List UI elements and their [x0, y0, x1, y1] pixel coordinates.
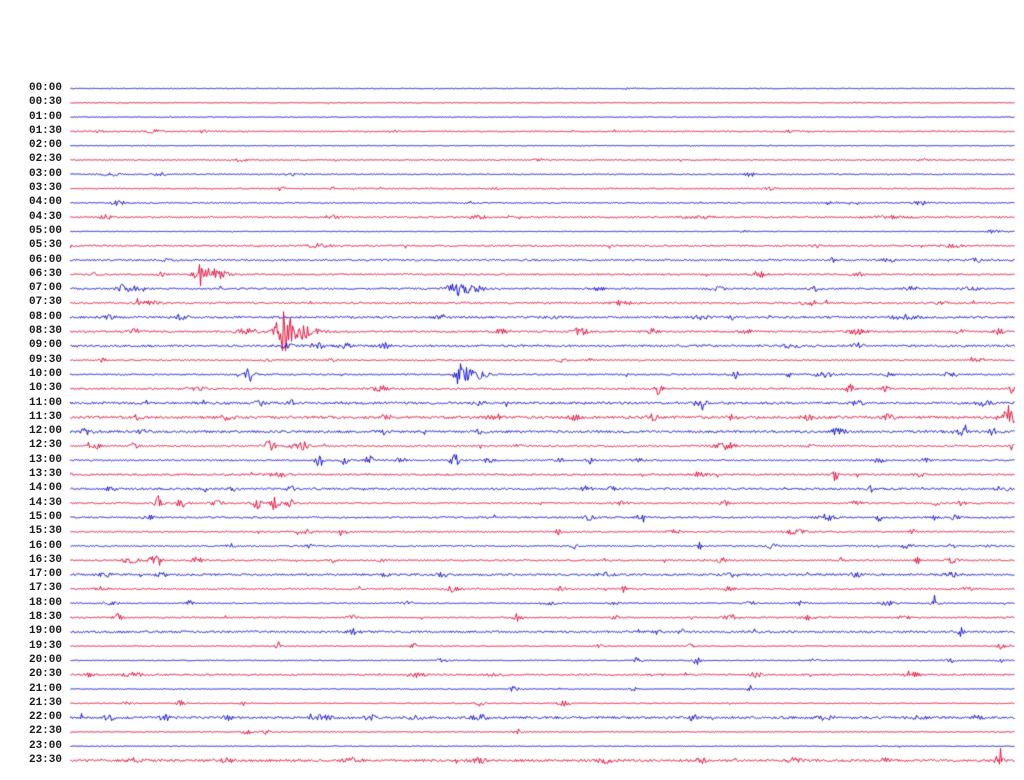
time-label: 00:00: [28, 82, 62, 94]
time-label: 22:30: [28, 725, 62, 738]
time-label: 07:00: [28, 282, 62, 295]
time-label: 14:30: [28, 496, 62, 509]
time-label: 12:30: [28, 439, 62, 452]
time-label: 08:00: [28, 310, 62, 323]
time-label: 23:30: [28, 754, 62, 766]
time-label: 21:00: [28, 682, 62, 695]
time-label: 10:30: [28, 382, 62, 395]
time-label: 07:30: [28, 296, 62, 309]
time-label: 20:30: [28, 668, 62, 681]
time-label: 15:30: [28, 525, 62, 538]
time-label: 09:00: [28, 339, 62, 352]
time-label: 12:00: [28, 425, 62, 438]
time-label: 17:30: [28, 582, 62, 595]
time-label: 22:00: [28, 711, 62, 724]
time-label: 17:00: [28, 568, 62, 581]
time-label: 18:30: [28, 611, 62, 624]
time-label: 13:30: [28, 468, 62, 481]
time-label: 02:00: [28, 139, 62, 152]
time-label: 00:30: [28, 96, 62, 109]
time-label: 05:00: [28, 224, 62, 237]
time-label: 21:30: [28, 696, 62, 709]
time-label: 03:00: [28, 167, 62, 180]
time-label: 02:30: [28, 153, 62, 166]
time-label: 10:00: [28, 367, 62, 380]
time-label: 15:00: [28, 510, 62, 523]
time-label: 20:00: [28, 653, 62, 666]
time-label: 19:00: [28, 625, 62, 638]
time-label: 06:00: [28, 253, 62, 266]
time-label: 13:00: [28, 453, 62, 466]
time-label: 04:30: [28, 210, 62, 223]
time-label: 23:00: [28, 739, 62, 752]
time-label: 11:00: [28, 396, 62, 409]
time-label: 08:30: [28, 325, 62, 338]
time-label: 16:00: [28, 539, 62, 552]
time-label: 01:00: [28, 110, 62, 123]
time-label: 05:30: [28, 239, 62, 252]
time-label: 16:30: [28, 553, 62, 566]
time-label: 19:30: [28, 639, 62, 652]
time-label: 03:30: [28, 182, 62, 195]
time-label: 14:00: [28, 482, 62, 495]
time-label: 04:00: [28, 196, 62, 209]
time-label: 06:30: [28, 267, 62, 280]
time-label: 18:00: [28, 596, 62, 609]
time-label: 01:30: [28, 124, 62, 137]
time-label: 09:30: [28, 353, 62, 366]
time-label: 11:30: [28, 410, 62, 423]
